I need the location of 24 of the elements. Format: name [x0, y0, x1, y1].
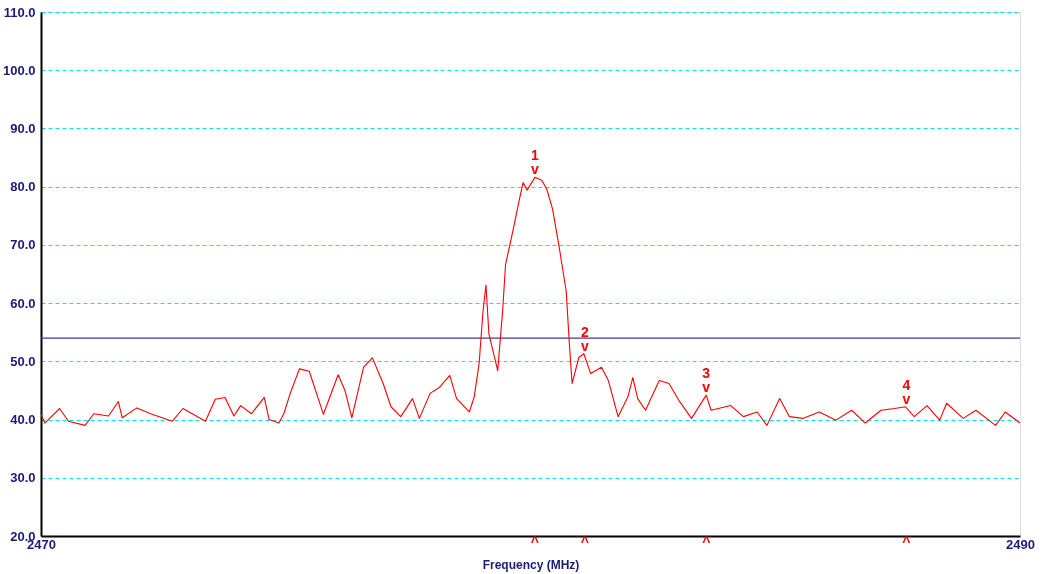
y-tick-label: 100.0 — [2, 62, 36, 78]
line-series — [40, 176, 1021, 426]
x-axis-title: Frequency (MHz) — [482, 557, 580, 572]
annotation: 3 — [702, 365, 711, 382]
annotation: ^ — [580, 534, 589, 550]
annotation: v — [702, 379, 711, 396]
annotation: 4 — [902, 376, 911, 393]
annotation: ^ — [702, 534, 711, 550]
annotation: 2 — [580, 323, 589, 340]
y-tick-label: 40.0 — [10, 412, 36, 428]
y-tick-label: 60.0 — [10, 295, 36, 311]
y-tick-label: 90.0 — [10, 120, 36, 136]
y-tick-label: 80.0 — [10, 179, 36, 195]
annotation: v — [580, 337, 589, 354]
annotation: v — [902, 390, 911, 407]
y-tick-label: 50.0 — [10, 353, 36, 369]
annotation: v — [531, 161, 540, 178]
x-tick-label: 2490 — [1006, 536, 1035, 552]
annotation: 1 — [531, 147, 540, 164]
y-tick-label: 30.0 — [10, 470, 36, 486]
annotation: ^ — [902, 534, 911, 550]
y-tick-label: 110.0 — [3, 4, 36, 20]
y-tick-label: 70.0 — [10, 237, 36, 253]
annotation: ^ — [530, 534, 539, 550]
